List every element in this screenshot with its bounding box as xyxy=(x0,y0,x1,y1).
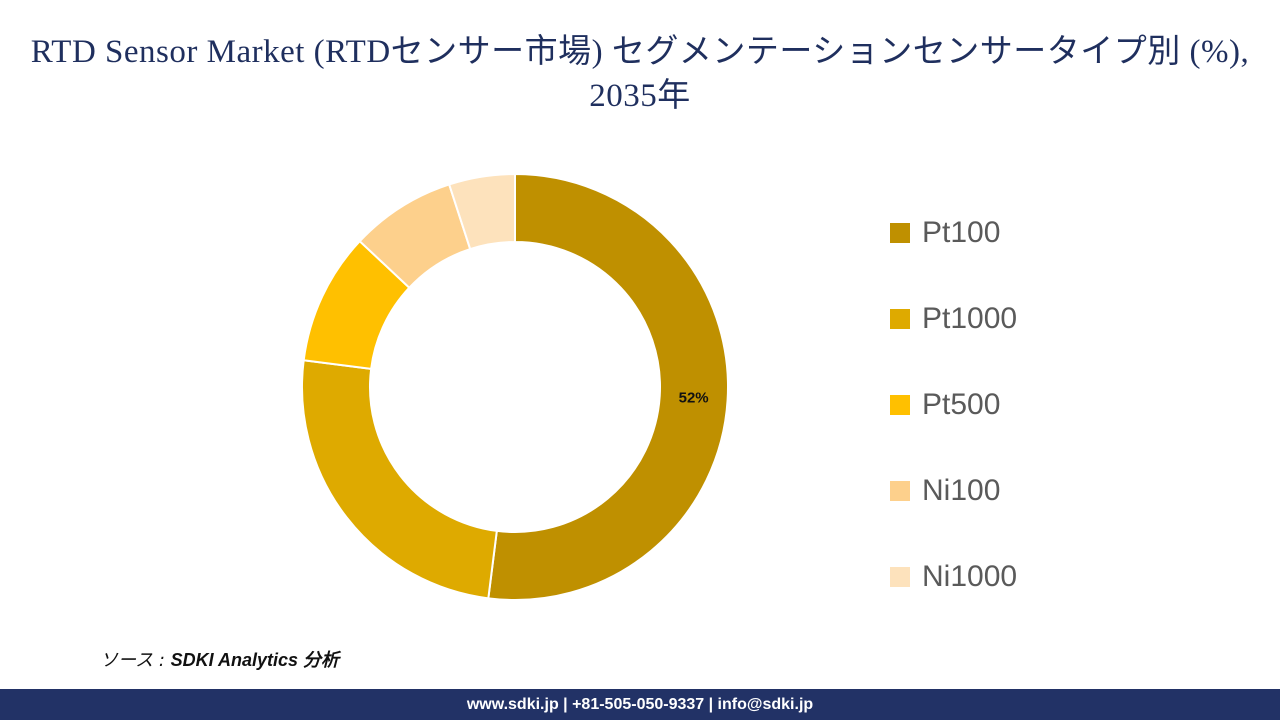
donut-slice-ni1000 xyxy=(447,172,516,251)
footer-bar: www.sdki.jp | +81-505-050-9337 | info@sd… xyxy=(0,689,1280,720)
legend-item-ni1000: Ni1000 xyxy=(890,534,1250,620)
source-text: SDKI Analytics 分析 xyxy=(170,650,339,670)
donut-chart: 52% xyxy=(301,172,729,601)
chart-title: RTD Sensor Market (RTDセンサー市場) セグメンテーションセ… xyxy=(30,34,1250,114)
legend-swatch xyxy=(890,309,910,329)
legend-item-ni100: Ni100 xyxy=(890,448,1250,534)
legend-swatch xyxy=(890,481,910,501)
legend-swatch xyxy=(890,395,910,415)
donut-slice-pt100 xyxy=(487,172,729,601)
legend-item-pt100: Pt100 xyxy=(890,190,1250,276)
legend-label: Ni100 xyxy=(922,474,1001,507)
legend-item-pt500: Pt500 xyxy=(890,362,1250,448)
data-label-pt100: 52% xyxy=(679,390,709,407)
legend-item-pt1000: Pt1000 xyxy=(890,276,1250,362)
legend-label: Ni1000 xyxy=(922,560,1018,593)
legend-label: Pt1000 xyxy=(922,302,1018,335)
source-prefix: ソース : xyxy=(100,650,171,671)
legend-label: Pt500 xyxy=(922,388,1001,421)
chart-legend: Pt100 Pt1000 Pt500 Ni100 Ni1000 xyxy=(890,190,1250,620)
source-note: ソース : SDKI Analytics 分析 xyxy=(100,646,339,672)
legend-swatch xyxy=(890,567,910,587)
donut-slice-pt1000 xyxy=(301,359,498,600)
legend-swatch xyxy=(890,223,910,243)
legend-label: Pt100 xyxy=(922,216,1001,249)
